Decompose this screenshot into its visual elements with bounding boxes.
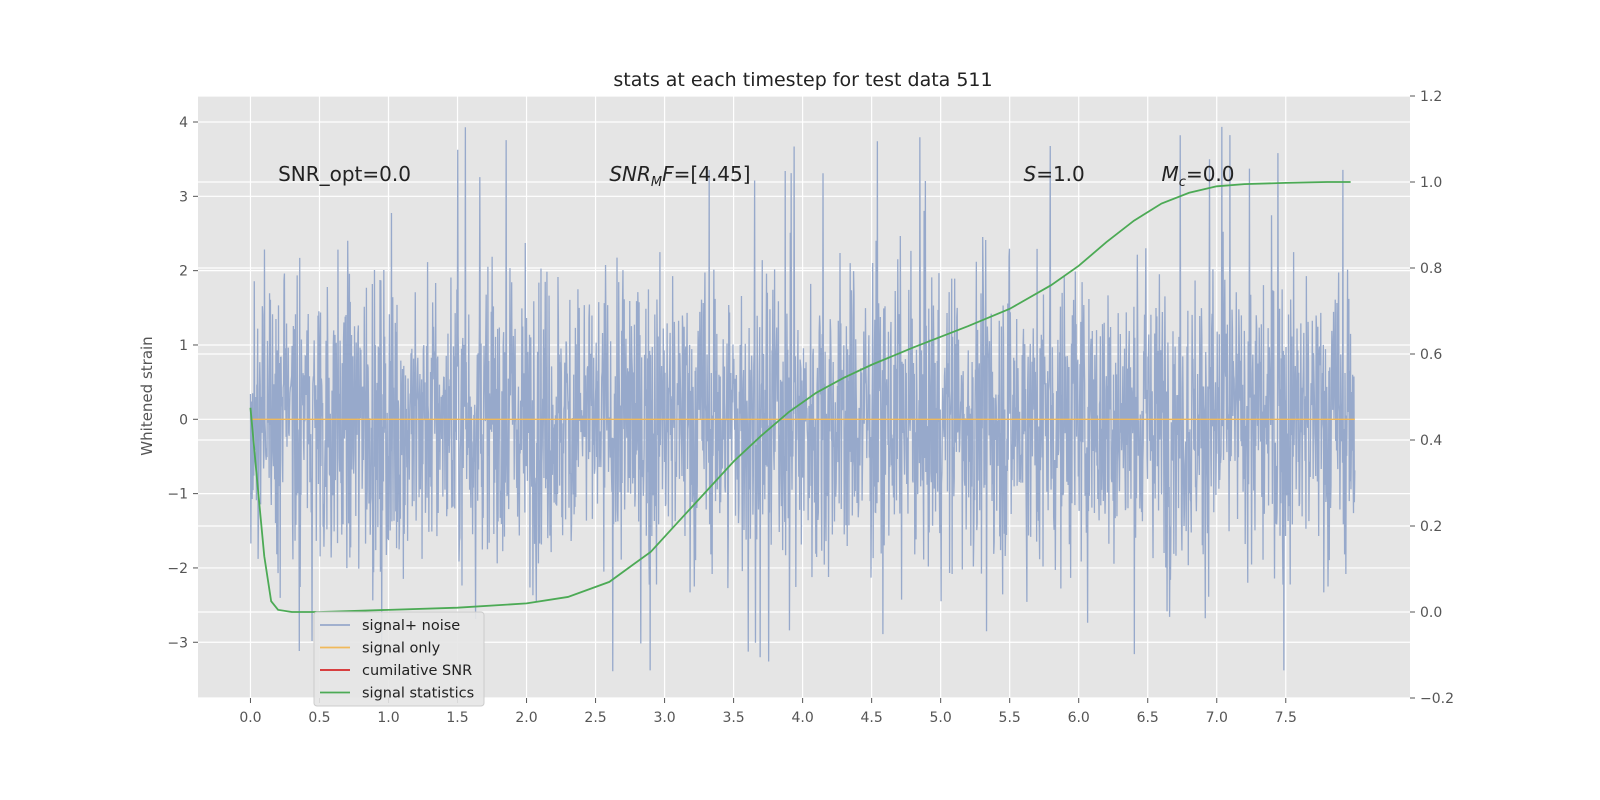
y2-tick-label: −0.2 [1420, 691, 1454, 707]
x-tick-label: 3.0 [653, 710, 675, 726]
y-tick-label: 2 [179, 264, 188, 280]
x-tick-label: 7.0 [1206, 710, 1228, 726]
x-tick-label: 4.5 [861, 710, 883, 726]
x-tick-label: 5.5 [999, 710, 1021, 726]
y-tick-label: 4 [179, 115, 188, 131]
y-tick-label: −2 [167, 561, 188, 577]
legend-label: signal statistics [362, 686, 474, 702]
y2-tick-label: 1.0 [1420, 175, 1442, 191]
x-tick-label: 2.0 [515, 710, 537, 726]
y2-axis-ticks: 1.2 1.0 0.8 0.6 0.4 0.2 0.0 −0.2 [1410, 89, 1454, 707]
x-tick-label: 6.5 [1137, 710, 1159, 726]
y-tick-label: 3 [179, 189, 188, 205]
x-tick-label: 6.0 [1068, 710, 1090, 726]
y-tick-label: −1 [167, 487, 188, 503]
legend: signal+ noise signal only cumilative SNR si… [313, 611, 485, 707]
series-line-signal-noise [249, 126, 1356, 672]
y2-tick-label: 0.2 [1420, 519, 1442, 535]
y-tick-label: 1 [179, 338, 188, 354]
y2-tick-label: 0.4 [1420, 433, 1442, 449]
x-tick-label: 0.0 [239, 710, 261, 726]
x-tick-label: 4.0 [791, 710, 813, 726]
x-axis-ticks: 0.0 0.5 1.0 1.5 2.0 2.5 3.0 3.5 4.0 4.5 5.0 5.5 6.0 6… [239, 698, 1297, 726]
y2-tick-label: 0.0 [1420, 605, 1442, 621]
annotations: SNR_opt=0.0 SNRMF=[4.45] S=1.0 Mc=0.0 [278, 162, 1234, 190]
chart-title: stats at each timestep for test data 511 [613, 69, 992, 91]
y-tick-label: 0 [179, 412, 188, 428]
x-tick-label: 1.5 [446, 710, 468, 726]
y-tick-label: −3 [167, 635, 188, 651]
series-signal-noise [249, 126, 1356, 672]
annotation: Mc=0.0 [1162, 162, 1235, 190]
legend-box [313, 611, 485, 707]
legend-label: cumilative SNR [362, 663, 472, 679]
x-tick-label: 0.5 [308, 710, 330, 726]
annotation: SNRMF=[4.45] [609, 162, 750, 190]
legend-label: signal+ noise [362, 618, 460, 634]
annotation: SNR_opt=0.0 [278, 162, 411, 186]
annotation: S=1.0 [1023, 162, 1084, 186]
y-axis-label: Whitened strain [138, 336, 156, 455]
x-tick-label: 1.0 [377, 710, 399, 726]
x-tick-label: 2.5 [584, 710, 606, 726]
y2-tick-label: 0.6 [1420, 347, 1442, 363]
x-tick-label: 7.5 [1275, 710, 1297, 726]
y2-tick-label: 1.2 [1420, 89, 1442, 105]
legend-label: signal only [362, 641, 441, 657]
x-tick-label: 5.0 [930, 710, 952, 726]
y2-tick-label: 0.8 [1420, 261, 1442, 277]
y-axis-ticks: 4 3 2 1 0 −1 −2 −3 [167, 115, 198, 651]
x-tick-label: 3.5 [722, 710, 744, 726]
